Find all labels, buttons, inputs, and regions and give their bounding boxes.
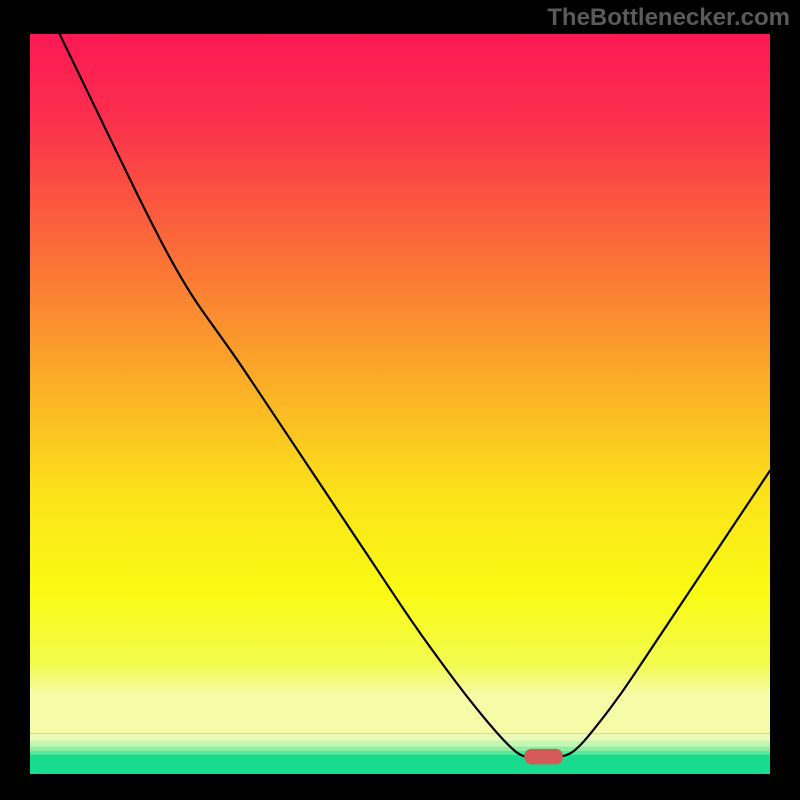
optimal-point-marker — [524, 749, 562, 765]
chart-band — [30, 733, 770, 741]
bottleneck-chart — [30, 34, 770, 774]
chart-band — [30, 747, 770, 752]
chart-green-band — [30, 755, 770, 774]
chart-band — [30, 751, 770, 755]
watermark-text: TheBottlenecker.com — [547, 4, 790, 32]
chart-gradient-background — [30, 34, 770, 733]
chart-band — [30, 741, 770, 747]
